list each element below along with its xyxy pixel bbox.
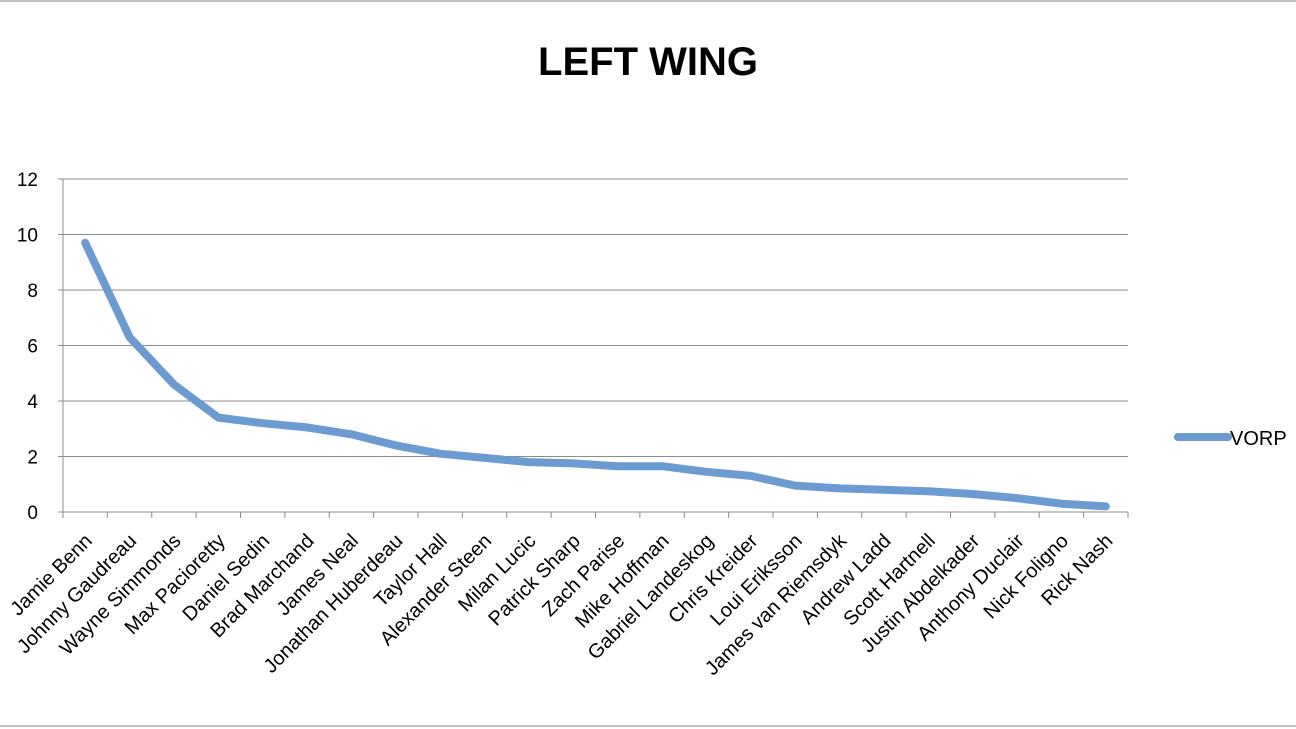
data-point <box>306 426 308 428</box>
y-tick-label: 4 <box>27 392 38 413</box>
data-point <box>173 383 175 385</box>
data-point <box>217 417 219 419</box>
legend: VORP <box>1174 428 1287 450</box>
data-point <box>972 493 974 495</box>
data-point <box>617 465 619 467</box>
data-point <box>484 457 486 459</box>
data-point <box>927 490 929 492</box>
data-point <box>705 471 707 473</box>
data-point <box>794 485 796 487</box>
data-point <box>1105 505 1107 507</box>
y-tick-label: 10 <box>17 226 38 247</box>
data-point <box>439 453 441 455</box>
data-point <box>395 444 397 446</box>
data-point <box>1060 503 1062 505</box>
y-tick-label: 12 <box>17 170 38 191</box>
data-point <box>1016 497 1018 499</box>
data-point <box>262 422 264 424</box>
data-point <box>883 489 885 491</box>
data-point <box>572 462 574 464</box>
y-tick-label: 6 <box>27 337 38 358</box>
data-point <box>839 487 841 489</box>
y-tick-label: 2 <box>27 448 38 469</box>
chart-title: LEFT WING <box>538 40 758 84</box>
y-tick-label: 0 <box>27 503 38 524</box>
data-point <box>528 461 530 463</box>
data-point <box>350 433 352 435</box>
data-point <box>661 465 663 467</box>
series-line-vorp <box>81 238 1110 511</box>
legend-label: VORP <box>1230 428 1287 450</box>
y-tick-label: 8 <box>27 281 38 302</box>
data-point <box>84 242 86 244</box>
data-point <box>750 475 752 477</box>
data-point <box>129 336 131 338</box>
